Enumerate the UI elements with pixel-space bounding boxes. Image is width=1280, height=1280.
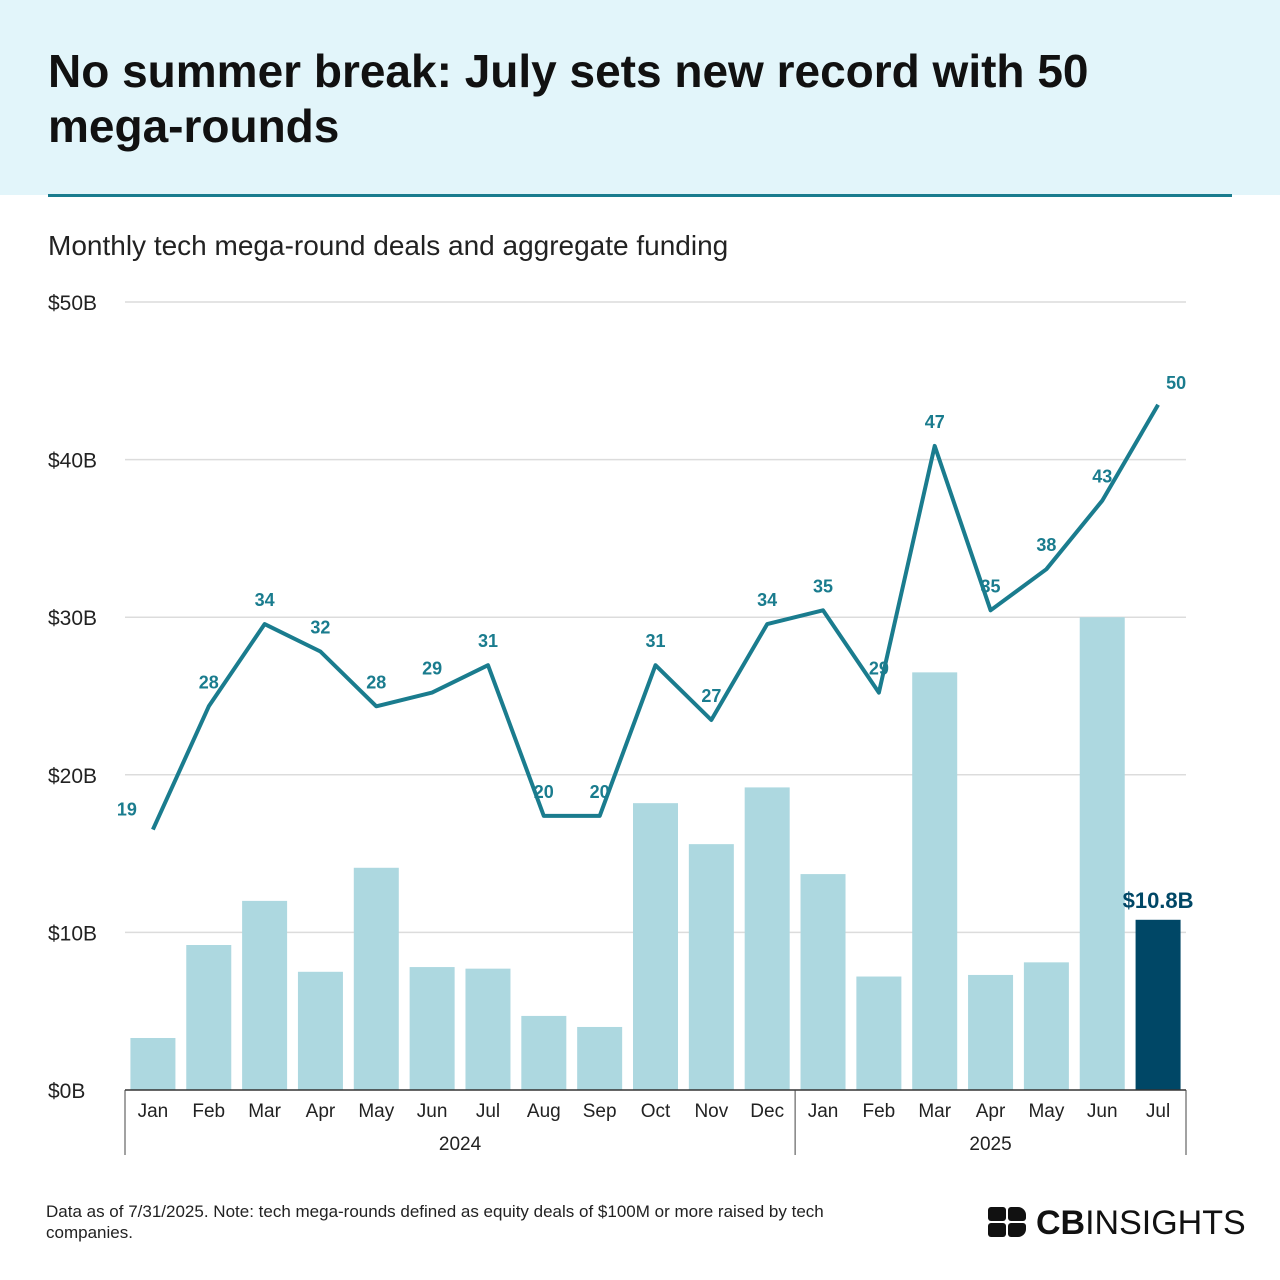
x-axis-labels: Jan Feb Mar Apr May Jun Jul Aug Sep Oct Nov Dec Jan F… xyxy=(138,1101,1171,1122)
deal-count-label: 34 xyxy=(757,590,777,610)
deal-count-label: 28 xyxy=(199,672,219,692)
y-tick-label: $50B xyxy=(48,292,97,315)
x-tick-label: Apr xyxy=(976,1101,1006,1122)
x-tick-label: Jul xyxy=(476,1101,500,1122)
deal-count-label: 34 xyxy=(255,590,275,610)
funding-bar xyxy=(856,976,902,1090)
funding-bar xyxy=(297,971,343,1090)
deal-count-label: 20 xyxy=(590,782,610,802)
x-tick-label: Nov xyxy=(694,1101,728,1122)
funding-bar xyxy=(186,945,232,1090)
x-tick-label: Dec xyxy=(750,1101,784,1122)
funding-bar xyxy=(353,867,399,1090)
funding-bar xyxy=(1023,962,1069,1090)
funding-bar xyxy=(521,1015,567,1090)
funding-bar xyxy=(688,844,734,1090)
funding-bar xyxy=(465,968,511,1090)
x-tick-label: May xyxy=(358,1101,394,1122)
x-tick-label: Mar xyxy=(248,1101,281,1122)
funding-bar xyxy=(800,874,846,1090)
deal-count-label: 31 xyxy=(478,631,498,651)
x-tick-label: Jun xyxy=(417,1101,448,1122)
combo-chart: $0B$10B$20B$30B$40B$50B Jan Feb Mar Apr May J… xyxy=(48,292,1194,1155)
x-tick-label: Mar xyxy=(918,1101,951,1122)
deal-count-label: 47 xyxy=(925,412,945,432)
cb-logo-icon xyxy=(988,1207,1028,1239)
x-tick-label: Jun xyxy=(1087,1101,1118,1122)
funding-bar xyxy=(577,1026,623,1090)
funding-bar xyxy=(242,900,288,1090)
year-label: 2025 xyxy=(969,1134,1011,1155)
deal-count-label: 35 xyxy=(813,576,833,596)
header-divider xyxy=(48,194,1232,197)
x-tick-label: Jan xyxy=(138,1101,169,1122)
y-tick-label: $40B xyxy=(48,450,97,473)
y-tick-label: $0B xyxy=(48,1080,85,1103)
funding-bar xyxy=(968,974,1014,1090)
funding-bar xyxy=(633,803,678,1090)
deal-count-label: 28 xyxy=(366,672,386,692)
funding-bar xyxy=(1135,919,1181,1090)
funding-bar xyxy=(409,967,455,1090)
x-tick-label: Apr xyxy=(306,1101,336,1122)
x-tick-label: Jan xyxy=(808,1101,839,1122)
header-band xyxy=(0,0,1280,195)
deal-count-label: 32 xyxy=(310,617,330,637)
y-tick-label: $10B xyxy=(48,922,97,945)
logo-text: CBINSIGHTS xyxy=(1036,1203,1246,1242)
page-title: No summer break: July sets new record wi… xyxy=(48,45,1089,152)
deal-count-label: 35 xyxy=(981,576,1001,596)
x-axis xyxy=(124,1089,1187,1155)
y-axis-ticks: $0B $10B $20B $30B $40B $50B xyxy=(48,292,97,1103)
funding-bar xyxy=(912,672,958,1090)
year-groups: 2024 2025 xyxy=(439,1134,1012,1155)
deal-count-label: 29 xyxy=(422,659,442,679)
deal-count-label: 31 xyxy=(645,631,665,651)
deal-count-label: 43 xyxy=(1092,467,1112,487)
funding-bar xyxy=(130,1037,176,1090)
footnote: Data as of 7/31/2025. Note: tech mega-ro… xyxy=(46,1202,824,1242)
x-tick-label: Feb xyxy=(192,1101,225,1122)
x-tick-label: Oct xyxy=(641,1101,671,1122)
deal-count-label: 20 xyxy=(534,782,554,802)
funding-bars xyxy=(130,617,1181,1090)
x-tick-label: Feb xyxy=(862,1101,895,1122)
y-tick-label: $30B xyxy=(48,607,97,630)
x-tick-label: Jul xyxy=(1146,1101,1170,1122)
cb-insights-logo: CBINSIGHTS xyxy=(988,1202,1246,1244)
x-tick-label: May xyxy=(1028,1101,1064,1122)
deal-count-label: 38 xyxy=(1036,535,1056,555)
deal-count-label: 50 xyxy=(1166,373,1186,393)
y-tick-label: $20B xyxy=(48,765,97,788)
deals-line xyxy=(151,403,1160,831)
x-tick-label: Aug xyxy=(527,1101,561,1122)
chart-subtitle: Monthly tech mega-round deals and aggreg… xyxy=(48,230,729,261)
deal-count-label: 27 xyxy=(701,686,721,706)
deal-count-labels: 19 28 34 32 28 29 31 20 20 31 27 34 35 29 47 35 38 43 50 xyxy=(117,373,1186,820)
funding-bar xyxy=(744,787,790,1090)
x-tick-label: Sep xyxy=(583,1101,617,1122)
funding-bar xyxy=(1079,617,1125,1090)
deal-count-label: 19 xyxy=(117,800,137,820)
deal-count-label: 29 xyxy=(869,659,889,679)
highlight-bar-label: $10.8B xyxy=(1123,888,1194,913)
year-label: 2024 xyxy=(439,1134,482,1155)
